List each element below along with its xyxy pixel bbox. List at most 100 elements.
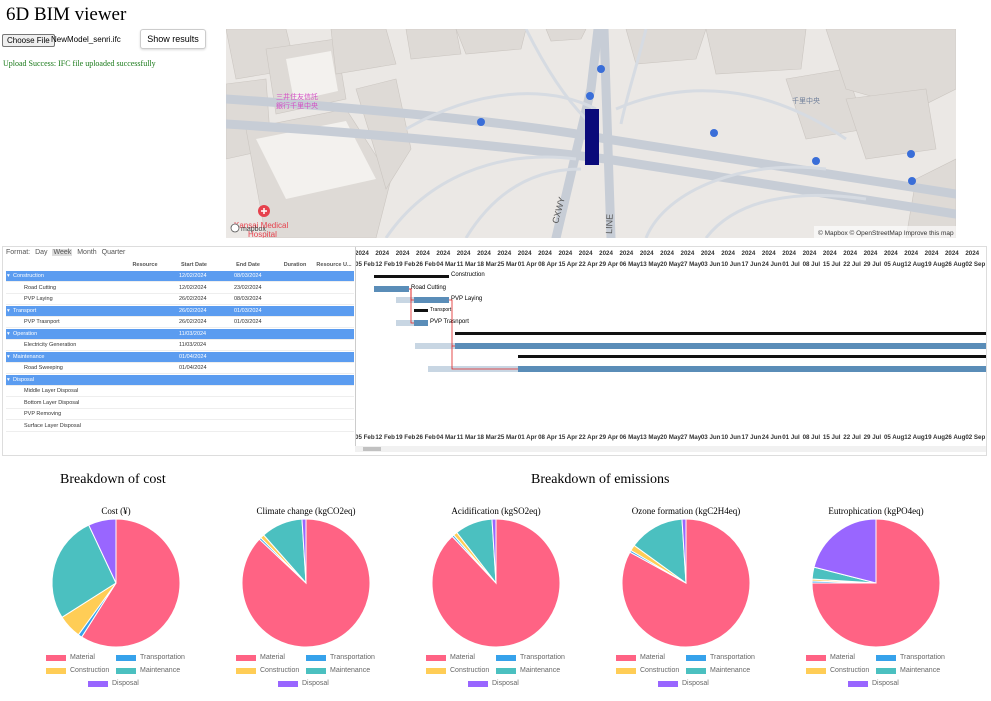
bar-road-cutting[interactable] — [374, 286, 409, 292]
timeline-tick: 25 Mar — [497, 434, 518, 441]
pie-slice-material[interactable] — [621, 518, 751, 648]
legend-swatch — [658, 680, 678, 687]
timeline-tick: 01 Jul — [782, 261, 800, 268]
timeline-tick: 2024 — [965, 250, 980, 257]
map-canvas[interactable]: Kansai Medical Hospital 三井住友信託 銀行千里中央 千里… — [226, 29, 956, 238]
map-attribution[interactable]: © Mapbox © OpenStreetMap Improve this ma… — [818, 229, 954, 237]
show-results-button[interactable]: Show results — [140, 29, 206, 49]
timeline-tick: 22 Apr — [578, 261, 598, 268]
gantt-task-row[interactable]: PVP Laying 26/02/2024 08/03/2024 — [6, 294, 354, 305]
pie-slice-disposal[interactable] — [813, 518, 877, 584]
legend-item-disposal[interactable]: Disposal — [278, 680, 329, 687]
format-month[interactable]: Month — [77, 249, 97, 256]
legend-item-disposal[interactable]: Disposal — [658, 680, 709, 687]
pie-slice-maintenance[interactable] — [633, 518, 687, 585]
gantt-group-row[interactable]: ▾ Operation 11/03/2024 — [6, 328, 354, 340]
timeline-tick: 17 Jun — [741, 261, 762, 268]
expand-icon[interactable]: ▾ — [7, 307, 10, 314]
bar-construction[interactable] — [374, 275, 449, 278]
legend-swatch — [46, 654, 66, 661]
legend-item-maintenance[interactable]: Maintenance — [306, 667, 370, 674]
bar-operation[interactable] — [455, 332, 986, 335]
legend-item-disposal[interactable]: Disposal — [848, 680, 899, 687]
legend-item-material[interactable]: Material — [426, 654, 475, 661]
map-view[interactable]: Kansai Medical Hospital 三井住友信託 銀行千里中央 千里… — [226, 29, 956, 238]
legend-item-construction[interactable]: Construction — [426, 667, 489, 674]
format-quarter[interactable]: Quarter — [101, 249, 126, 256]
choose-file-button[interactable]: Choose File — [2, 34, 55, 47]
gantt-group-row[interactable]: ▾ Disposal — [6, 374, 354, 386]
legend-item-construction[interactable]: Construction — [806, 667, 869, 674]
legend-item-material[interactable]: Material — [46, 654, 95, 661]
legend-item-material[interactable]: Material — [236, 654, 285, 661]
pie-slice-disposal[interactable] — [88, 518, 117, 584]
timeline-tick: 29 Apr — [599, 434, 619, 441]
legend-item-disposal[interactable]: Disposal — [468, 680, 519, 687]
bar-road-sweeping[interactable] — [518, 366, 986, 372]
gantt-task-row[interactable]: Electricity Generation 11/03/2024 — [6, 340, 354, 351]
gantt-group-row[interactable]: ▾ Transport 26/02/2024 01/03/2024 — [6, 305, 354, 317]
bar-maintenance[interactable] — [518, 355, 986, 358]
map-label-poi1-2: 銀行千里中央 — [276, 101, 318, 110]
timeline-tick: 2024 — [843, 250, 858, 257]
expand-icon[interactable]: ▾ — [7, 376, 10, 383]
expand-icon[interactable]: ▾ — [7, 273, 10, 279]
legend-item-construction[interactable]: Construction — [616, 667, 679, 674]
pie-slice-disposal[interactable] — [301, 518, 307, 584]
timeline-tick: 2024 — [639, 250, 654, 257]
legend-item-material[interactable]: Material — [806, 654, 855, 661]
legend-item-construction[interactable]: Construction — [236, 667, 299, 674]
gantt-task-row[interactable]: Bottom Layer Disposal — [6, 398, 354, 409]
legend-item-maintenance[interactable]: Maintenance — [876, 667, 940, 674]
task-start-date: 26/02/2024 — [179, 307, 207, 314]
gantt-group-row[interactable]: ▾ Construction 12/02/2024 08/03/2024 — [6, 271, 354, 282]
bar-electricity-generation[interactable] — [455, 343, 986, 349]
timeline-tick: 02 Sep — [965, 261, 986, 268]
task-start-date: 01/04/2024 — [179, 353, 207, 360]
pie-slice-disposal[interactable] — [681, 518, 687, 584]
task-name: Transport — [13, 307, 37, 314]
gantt-task-row[interactable]: Middle Layer Disposal — [6, 386, 354, 397]
timeline-tick: 01 Apr — [517, 434, 537, 441]
format-day[interactable]: Day — [35, 249, 48, 256]
legend-item-maintenance[interactable]: Maintenance — [116, 667, 180, 674]
task-name: Construction — [13, 273, 44, 279]
expand-icon[interactable]: ▾ — [7, 330, 10, 337]
timeline-tick: 2024 — [904, 250, 919, 257]
bar-pvp-laying[interactable] — [414, 297, 449, 303]
task-name: Surface Layer Disposal — [24, 422, 81, 429]
gantt-task-row[interactable]: PVP Removing — [6, 409, 354, 420]
legend-item-transportation[interactable]: Transportation — [686, 654, 755, 661]
legend-item-construction[interactable]: Construction — [46, 667, 109, 674]
timeline-tick: 29 Jul — [863, 261, 882, 268]
legend-item-maintenance[interactable]: Maintenance — [496, 667, 560, 674]
legend-item-transportation[interactable]: Transportation — [306, 654, 375, 661]
gantt-task-row[interactable]: Road Sweeping 01/04/2024 — [6, 363, 354, 374]
col-resource-usage: Resource U... — [316, 262, 352, 268]
legend-item-material[interactable]: Material — [616, 654, 665, 661]
gantt-task-row[interactable]: Surface Layer Disposal — [6, 421, 354, 432]
timeline-tick: 2024 — [456, 250, 471, 257]
pie-slice-material[interactable] — [81, 518, 181, 648]
legend-item-transportation[interactable]: Transportation — [876, 654, 945, 661]
format-week[interactable]: Week — [52, 249, 73, 256]
col-resource: Resource — [132, 262, 158, 268]
legend-item-maintenance[interactable]: Maintenance — [686, 667, 750, 674]
legend-swatch — [848, 680, 868, 687]
pie-slice-material[interactable] — [811, 518, 941, 648]
mapbox-logo-text: mapbox — [241, 226, 266, 233]
pie-slice-maintenance[interactable] — [51, 524, 117, 618]
pie-slice-disposal[interactable] — [491, 518, 497, 584]
upload-status: Upload Success: IFC file uploaded succes… — [3, 59, 156, 68]
expand-icon[interactable]: ▾ — [7, 353, 10, 360]
bar-transport[interactable] — [414, 309, 428, 312]
timeline-tick: 08 Jul — [802, 261, 821, 268]
gantt-task-row[interactable]: PVP Trasnport 26/02/2024 01/03/2024 — [6, 317, 354, 328]
gantt-group-row[interactable]: ▾ Maintenance 01/04/2024 — [6, 351, 354, 363]
gantt-task-row[interactable]: Road Cutting 12/02/2024 23/02/2024 — [6, 283, 354, 294]
legend-item-transportation[interactable]: Transportation — [116, 654, 185, 661]
gantt-scrollbar[interactable] — [355, 446, 986, 452]
legend-item-transportation[interactable]: Transportation — [496, 654, 565, 661]
bar-pvp-transport[interactable] — [414, 320, 428, 326]
legend-item-disposal[interactable]: Disposal — [88, 680, 139, 687]
